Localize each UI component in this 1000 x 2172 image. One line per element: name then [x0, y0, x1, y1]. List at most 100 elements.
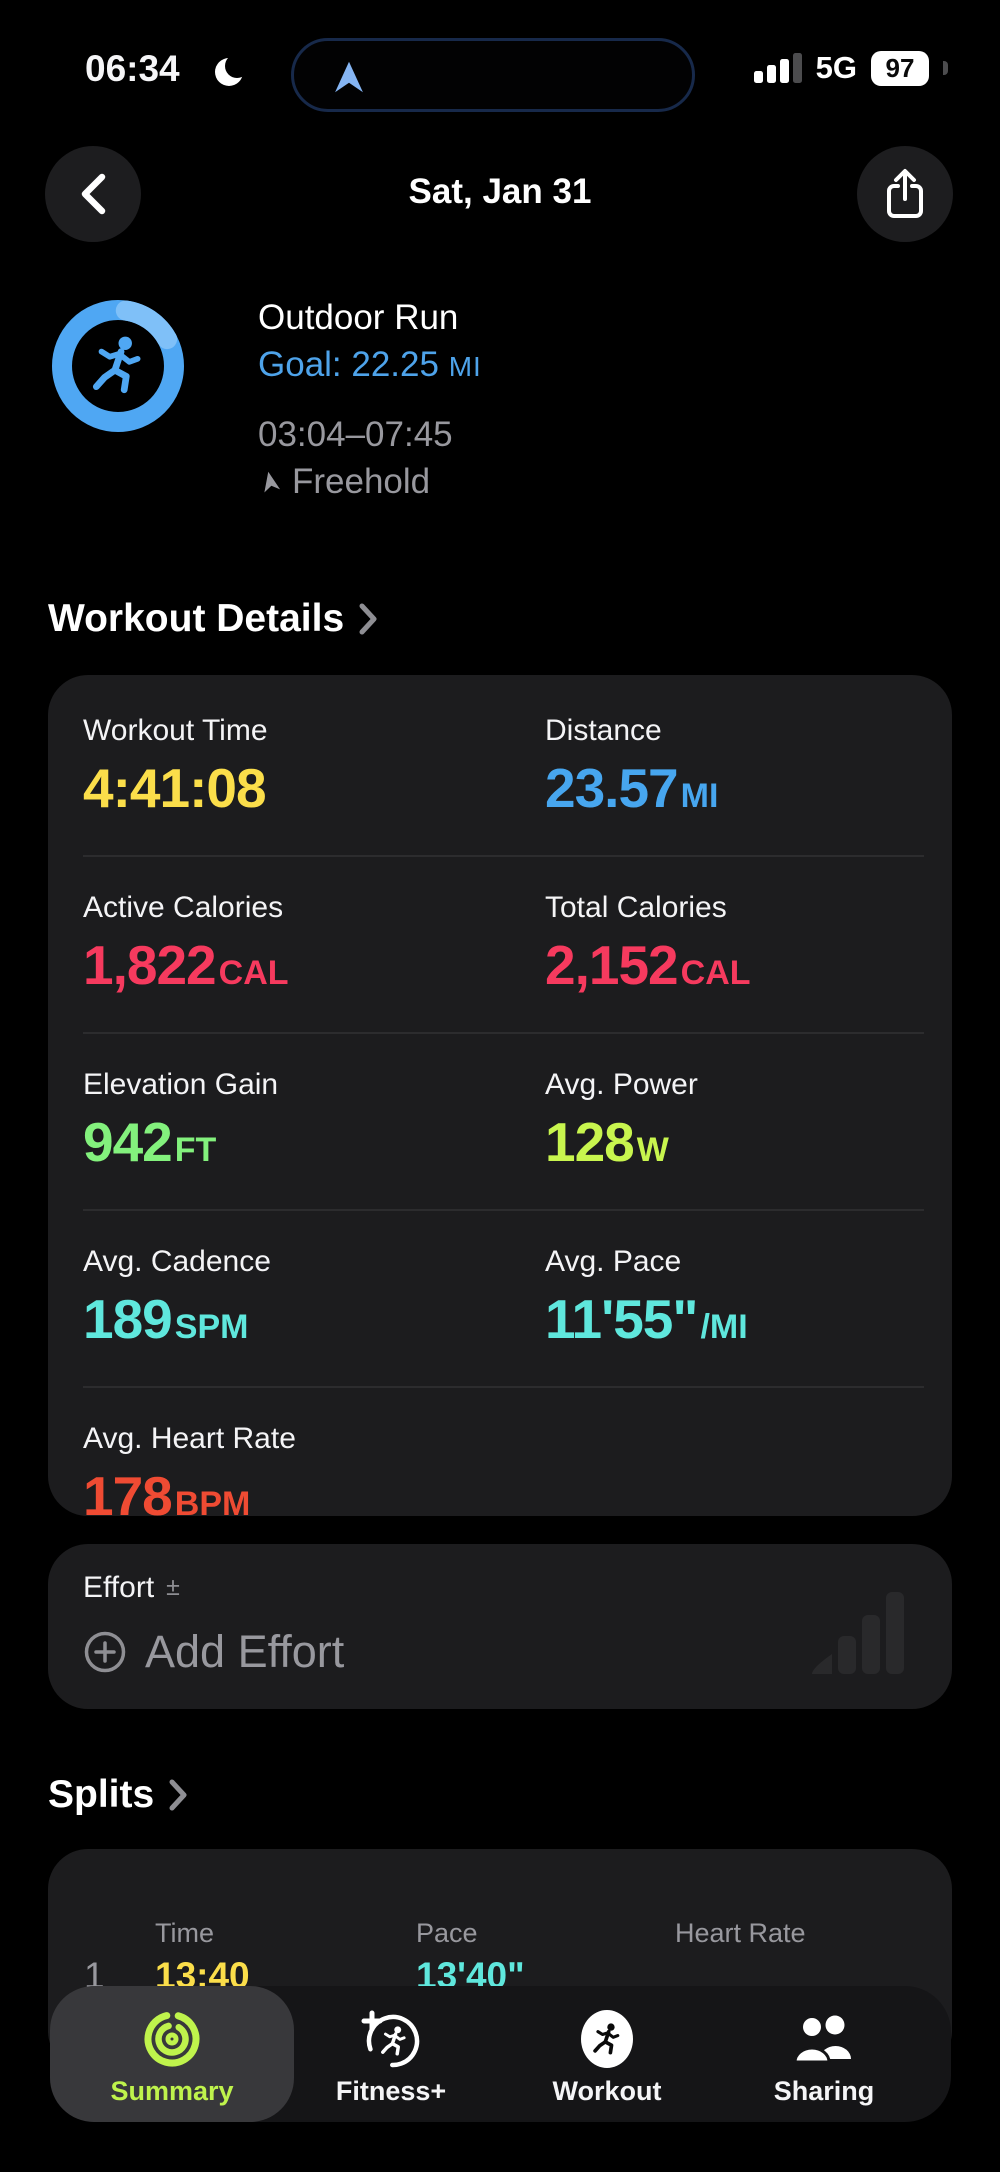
splits-column-heart-rate: Heart Rate	[675, 1918, 806, 1948]
share-icon	[887, 169, 923, 218]
metric-value: 23.57 MI	[545, 759, 924, 825]
metric-unit: CAL	[680, 954, 751, 992]
metric-number: 11'55"	[545, 1288, 698, 1350]
metric-value: 4:41:08	[83, 759, 545, 817]
chevron-right-icon	[169, 1779, 187, 1811]
goal-text: Goal: 22.25	[258, 345, 439, 384]
metric-value: 178 BPM	[83, 1467, 545, 1516]
activity-rings-icon	[143, 2008, 201, 2070]
metric-number: 23.57	[545, 757, 679, 819]
effort-card: Effort ± Add Effort	[48, 1544, 952, 1709]
metric-value: 189 SPM	[83, 1290, 545, 1356]
metric-unit: W	[636, 1131, 669, 1169]
add-effort-label: Add Effort	[145, 1626, 345, 1677]
tab-sharing-label: Sharing	[773, 2076, 875, 2106]
metric-elevation-gain: Elevation Gain 942 FT	[83, 1067, 545, 1179]
effort-header: Effort ±	[83, 1571, 917, 1605]
metric-label: Distance	[545, 714, 662, 747]
metric-label: Elevation Gain	[83, 1068, 279, 1101]
workout-location-line: Freehold	[258, 458, 482, 505]
cellular-signal-icon	[753, 53, 802, 83]
metrics-row-5: Avg. Heart Rate 178 BPM	[83, 1386, 924, 1516]
add-effort-button[interactable]: Add Effort	[83, 1626, 344, 1678]
metric-value: 128 W	[545, 1113, 924, 1179]
metric-value: 2,152 CAL	[545, 936, 924, 1002]
workout-time-range: 03:04–07:45	[258, 415, 453, 454]
location-name: Freehold	[292, 462, 431, 501]
metric-unit: FT	[174, 1131, 217, 1169]
metric-unit: /MI	[700, 1308, 748, 1346]
page-title: Sat, Jan 31	[408, 172, 592, 211]
metrics-row-2: Active Calories 1,822 CAL Total Calories…	[83, 855, 924, 1032]
workout-details-card: Workout Time 4:41:08 Distance 23.57 MI A…	[48, 675, 952, 1516]
metric-number: 178	[83, 1465, 173, 1516]
metric-number: 2,152	[545, 934, 679, 996]
metric-avg-heart-rate: Avg. Heart Rate 178 BPM	[83, 1421, 545, 1516]
chevron-left-icon	[81, 173, 106, 215]
runner-circle-icon	[579, 2008, 635, 2070]
tab-fitness-plus[interactable]: Fitness+	[306, 1986, 476, 2122]
circled-plus-icon	[84, 1631, 126, 1673]
metric-avg-pace: Avg. Pace 11'55" /MI	[545, 1244, 924, 1356]
metric-label: Active Calories	[83, 891, 284, 924]
activity-name: Outdoor Run	[258, 298, 459, 337]
metric-label: Avg. Power	[545, 1068, 698, 1101]
metric-number: 4:41:08	[83, 757, 267, 819]
metric-active-calories: Active Calories 1,822 CAL	[83, 890, 545, 1002]
metrics-row-1: Workout Time 4:41:08 Distance 23.57 MI	[83, 680, 924, 855]
two-people-icon	[793, 2008, 855, 2070]
metric-number: 128	[545, 1111, 635, 1173]
tab-workout-label: Workout	[552, 2076, 662, 2106]
metric-label: Avg. Pace	[545, 1245, 682, 1278]
metric-unit: MI	[680, 777, 719, 815]
effort-title: Effort	[83, 1571, 155, 1604]
tab-fitness-plus-label: Fitness+	[335, 2076, 447, 2106]
metric-label: Avg. Heart Rate	[83, 1422, 296, 1455]
back-button[interactable]	[45, 146, 141, 242]
metric-avg-cadence: Avg. Cadence 189 SPM	[83, 1244, 545, 1356]
metric-label: Avg. Cadence	[83, 1245, 271, 1278]
tab-sharing[interactable]: Sharing	[739, 1986, 909, 2122]
tab-summary-label: Summary	[110, 2076, 234, 2106]
metric-unit: BPM	[174, 1485, 251, 1516]
metric-number: 189	[83, 1288, 173, 1350]
splits-column-time: Time	[155, 1918, 214, 1948]
splits-title: Splits	[48, 1773, 155, 1816]
fitness-plus-icon	[360, 2008, 422, 2070]
crescent-moon-icon	[212, 54, 248, 90]
tab-workout[interactable]: Workout	[522, 1986, 692, 2122]
metric-number: 1,822	[83, 934, 217, 996]
goal-line: Goal: 22.25 MI	[258, 341, 482, 390]
navigation-arrow-icon	[330, 58, 368, 96]
tab-summary[interactable]: Summary	[87, 1986, 257, 2122]
metric-unit: SPM	[174, 1308, 249, 1346]
workout-details-heading[interactable]: Workout Details	[48, 597, 378, 641]
metric-value: 11'55" /MI	[545, 1290, 924, 1356]
workout-summary-text: Outdoor Run Goal: 22.25 MI 03:04–07:45 F…	[258, 294, 482, 505]
metric-label: Workout Time	[83, 714, 268, 747]
metric-number: 942	[83, 1111, 173, 1173]
splits-column-pace: Pace	[416, 1918, 478, 1948]
dynamic-island[interactable]	[291, 38, 695, 112]
battery-icon: 97	[871, 50, 929, 86]
metric-workout-time: Workout Time 4:41:08	[83, 713, 545, 825]
metrics-row-4: Avg. Cadence 189 SPM Avg. Pace 11'55" /M…	[83, 1209, 924, 1386]
split-row-index: 1	[84, 1955, 105, 1996]
status-bar: 06:34 5G 97	[0, 30, 1000, 114]
metric-total-calories: Total Calories 2,152 CAL	[545, 890, 924, 1002]
metric-unit: CAL	[218, 954, 289, 992]
running-figure-badge-icon	[50, 298, 186, 434]
location-arrow-icon	[264, 471, 281, 492]
share-button[interactable]	[857, 146, 953, 242]
chevron-right-icon	[359, 603, 377, 635]
metrics-row-3: Elevation Gain 942 FT Avg. Power 128 W	[83, 1032, 924, 1209]
metric-label: Total Calories	[545, 891, 727, 924]
splits-heading[interactable]: Splits	[48, 1773, 188, 1817]
tab-bar: Summary Fitness+ Workout	[50, 1986, 951, 2122]
nav-header: Sat, Jan 31	[0, 146, 1000, 242]
metric-value: 1,822 CAL	[83, 936, 545, 1002]
network-type-label: 5G	[815, 50, 857, 85]
metric-distance: Distance 23.57 MI	[545, 713, 924, 825]
workout-details-title: Workout Details	[48, 597, 345, 640]
